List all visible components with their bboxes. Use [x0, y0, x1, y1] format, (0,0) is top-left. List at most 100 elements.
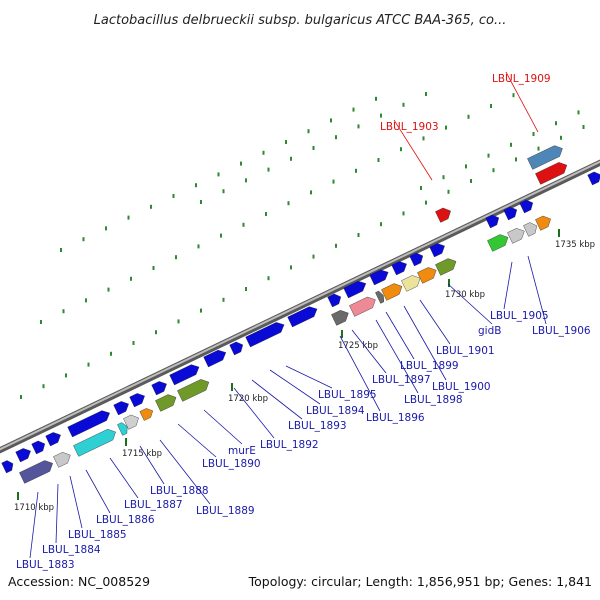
sequence-dot — [105, 226, 107, 231]
sequence-dot — [375, 96, 377, 101]
ruler-tick-label: 1735 kbp — [555, 240, 595, 250]
sequence-dot — [425, 200, 427, 205]
gene-label-lbul_1897: LBUL_1897 — [372, 374, 431, 386]
sequence-dot — [62, 309, 65, 314]
forward-gene-arrow — [31, 440, 46, 455]
sequence-dot — [152, 266, 155, 270]
sequence-dot — [380, 113, 382, 118]
sequence-dot — [442, 175, 445, 180]
gene-label-lbul_1885: LBUL_1885 — [68, 529, 127, 541]
gene-label-lbul_1894: LBUL_1894 — [306, 405, 365, 417]
gene-lbul_1889-arrow — [155, 394, 177, 412]
sequence-dot — [267, 276, 270, 281]
sequence-dot — [155, 330, 157, 335]
gene-label-lbul_1893: LBUL_1893 — [288, 420, 347, 432]
map-title: Lactobacillus delbrueckii subsp. bulgari… — [94, 13, 507, 28]
topology-text: Topology: circular; Length: 1,856,951 bp… — [248, 574, 592, 589]
gene-label-lbul_1901: LBUL_1901 — [436, 345, 495, 357]
gene-label-lbul_1887: LBUL_1887 — [124, 499, 183, 511]
gene-label-lbul_1888: LBUL_1888 — [150, 485, 209, 497]
gene-lbul_1884-arrow — [53, 452, 71, 468]
leader-line-lbul_1888 — [139, 445, 165, 485]
leader-line-lbul_1905 — [503, 261, 513, 310]
sequence-dot — [537, 146, 540, 151]
leader-line-lbul_1909 — [505, 71, 539, 133]
sequence-dot — [82, 237, 85, 242]
leader-line-lbul_1892 — [233, 387, 275, 439]
gene-arrow — [507, 228, 525, 244]
sequence-dot — [222, 297, 225, 302]
ruler-ticks: 1710 kbp 1715 kbp 1720 kbp 1725 kbp 1730 kbp… — [14, 229, 595, 513]
sequence-dot — [487, 153, 490, 158]
gene-lbul_1901-arrow — [417, 267, 437, 284]
forward-gene-arrow — [369, 269, 389, 286]
sequence-dot — [332, 179, 335, 184]
sequence-dot — [577, 110, 580, 115]
forward-gene-arrow — [327, 293, 342, 308]
leader-line-lbul_1883 — [29, 491, 39, 559]
leader-line-lbul_1895 — [285, 365, 333, 389]
sequence-dot — [265, 212, 267, 216]
sequence-dot — [335, 243, 337, 248]
sequence-dot — [20, 395, 22, 399]
sequence-dot — [560, 135, 562, 140]
sequence-dot — [355, 168, 357, 173]
sequence-dot — [287, 201, 290, 206]
sequence-dot — [217, 172, 220, 177]
forward-gene-arrow — [391, 261, 407, 276]
sequence-dot — [582, 125, 585, 129]
sequence-dot — [150, 204, 152, 209]
sequence-dot — [402, 211, 405, 216]
sequence-dot — [312, 254, 315, 259]
forward-gene-arrow — [587, 171, 600, 186]
gene-lbul_1887-arrow — [123, 414, 139, 430]
sequence-dot — [200, 308, 202, 313]
forward-gene-arrow — [45, 432, 61, 447]
sequence-dot — [222, 189, 225, 194]
gene-lbul_1906-arrow — [535, 215, 551, 231]
leader-line-lbul_1885 — [69, 475, 83, 529]
gene-label-gidb: gidB — [478, 325, 501, 337]
sequence-dot — [400, 147, 402, 152]
sequence-dot — [467, 114, 470, 119]
sequence-dot — [285, 140, 287, 144]
forward-gene-arrow — [287, 306, 318, 328]
gene-label-mure: murE — [228, 445, 256, 457]
gene-label-lbul_1895: LBUL_1895 — [318, 389, 377, 401]
sequence-dot — [310, 190, 312, 195]
sequence-dot — [422, 136, 425, 141]
sequence-dot — [465, 164, 467, 169]
sequence-dot — [110, 351, 112, 356]
leader-line-gidb — [447, 283, 493, 325]
sequence-dot — [470, 179, 472, 183]
accession-text: Accession: NC_008529 — [8, 574, 150, 589]
forward-gene-arrow — [15, 448, 31, 463]
sequence-dot — [42, 384, 45, 389]
sequence-dot — [290, 265, 292, 270]
leader-line-lbul_1894 — [269, 369, 321, 405]
leader-line-lbul_1890 — [177, 423, 217, 458]
forward-gene-arrow — [519, 199, 534, 214]
sequence-dot — [380, 222, 382, 227]
leader-line-lbul_1906 — [527, 255, 547, 325]
forward-gene-arrow — [429, 243, 445, 258]
leader-line-mure — [203, 409, 243, 445]
forward-gene-arrow — [229, 341, 244, 356]
sequence-dot — [175, 255, 177, 260]
featured-genes — [19, 145, 568, 484]
sequence-dot — [490, 104, 492, 108]
gene-labels: LBUL_1883 LBUL_1884 LBUL_1885 LBUL_1886 LBUL… — [16, 73, 591, 571]
ruler-tick-label: 1715 kbp — [122, 449, 162, 459]
sequence-dot — [197, 244, 200, 249]
gene-mure-arrow — [177, 379, 210, 402]
sequence-dot — [200, 200, 202, 204]
ruler-tick-label: 1720 kbp — [228, 394, 268, 404]
sequence-dot — [172, 194, 175, 198]
gene-label-lbul_1905: LBUL_1905 — [490, 310, 549, 322]
leader-line-lbul_1887 — [109, 457, 139, 499]
leader-line-lbul_1897 — [351, 329, 387, 374]
sequence-dot — [130, 276, 132, 281]
ruler-tick-label: 1730 kbp — [445, 290, 485, 300]
gene-lbul_1883-arrow — [19, 460, 53, 484]
sequence-dot — [420, 186, 422, 190]
